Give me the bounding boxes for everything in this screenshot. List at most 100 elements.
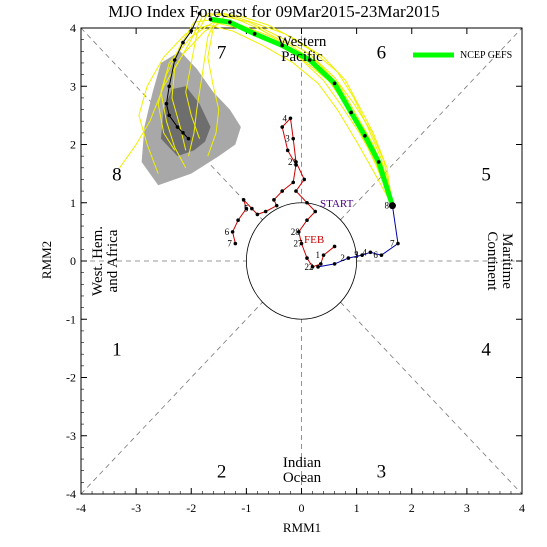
series-point-0 xyxy=(244,206,249,211)
ensemble-member-2 xyxy=(188,12,393,206)
series-point-3 xyxy=(175,125,180,129)
series-point-2 xyxy=(363,133,367,138)
series-point-3 xyxy=(164,101,169,106)
region-indian-ocean-line2: Ocean xyxy=(283,470,322,486)
series-point-2 xyxy=(208,17,213,22)
x-tick-label: 4 xyxy=(519,501,525,515)
y-tick-label: -3 xyxy=(66,429,76,443)
x-tick-label: 1 xyxy=(354,501,360,515)
series-point-0 xyxy=(291,180,296,185)
phase-label-2: 2 xyxy=(217,462,227,483)
region-westhem-line2: and Africa xyxy=(105,229,121,292)
series-point-0 xyxy=(280,189,285,193)
ensemble-member-3 xyxy=(138,24,393,206)
y-tick-label: -4 xyxy=(66,487,76,501)
ensemble-member-0 xyxy=(185,12,393,206)
day-label: 8 xyxy=(384,201,389,211)
phase-label-3: 3 xyxy=(377,462,387,483)
region-indian-ocean-line1: Indian xyxy=(283,455,322,471)
series-point-1 xyxy=(379,253,384,257)
y-tick-label: 0 xyxy=(70,254,76,268)
region-maritime-line2: Continent xyxy=(484,231,500,291)
series-point-0 xyxy=(274,203,279,208)
day-label: 2 xyxy=(340,253,345,263)
series-point-0 xyxy=(296,230,301,234)
series-point-1 xyxy=(368,250,373,255)
series-point-0 xyxy=(310,265,315,269)
ensemble-spread xyxy=(141,51,241,186)
series-point-0 xyxy=(321,253,326,257)
phase-label-7: 7 xyxy=(217,42,227,63)
text-labels: MJO Index Forecast for 09Mar2015-23Mar20… xyxy=(39,2,515,535)
diagonal-line-a0 xyxy=(80,301,263,495)
series-point-2 xyxy=(376,160,381,164)
series-point-2 xyxy=(332,81,337,86)
series-point-0 xyxy=(305,200,309,205)
start-marker: START xyxy=(320,198,354,210)
day-label: 7 xyxy=(227,239,232,249)
day-label: 1 xyxy=(316,250,321,260)
series-point-0 xyxy=(272,198,276,202)
x-tick-label: -4 xyxy=(76,501,86,515)
series-point-1 xyxy=(360,253,364,257)
series-point-2 xyxy=(252,32,257,36)
series-point-3 xyxy=(189,29,194,33)
series-point-0 xyxy=(236,218,240,223)
y-tick-label: 4 xyxy=(70,21,76,35)
series-line-0 xyxy=(232,117,335,268)
series-point-0 xyxy=(291,136,296,141)
y-tick-label: -1 xyxy=(66,312,76,326)
day-label: 27 xyxy=(294,239,304,249)
series-point-2 xyxy=(349,110,353,115)
day-label: 5 xyxy=(354,250,359,260)
phase-label-6: 6 xyxy=(377,42,387,63)
series-line-2 xyxy=(210,16,395,207)
series-point-0 xyxy=(288,116,293,121)
day-label: 3 xyxy=(285,134,290,144)
day-label: 28 xyxy=(291,227,301,237)
day-label: 6 xyxy=(225,227,230,237)
series-point-1 xyxy=(316,265,320,269)
region-western-pacific-line1: Western xyxy=(278,34,327,50)
series-point-0 xyxy=(294,189,298,193)
day-label: 21 xyxy=(288,157,297,167)
series-point-3 xyxy=(197,11,202,16)
day-label: 6 xyxy=(373,250,378,260)
day-label: 5 xyxy=(244,204,249,214)
chart-title: MJO Index Forecast for 09Mar2015-23Mar20… xyxy=(108,2,439,21)
series-point-0 xyxy=(294,163,298,167)
series-point-3 xyxy=(172,58,177,62)
series-point-1 xyxy=(332,262,337,266)
y-tick-label: 1 xyxy=(70,196,76,210)
series-point-3 xyxy=(167,113,171,118)
series-point-0 xyxy=(302,177,307,182)
series-point-0 xyxy=(305,218,309,223)
phase-label-4: 4 xyxy=(481,339,491,360)
series-point-0 xyxy=(305,256,309,260)
series-point-0 xyxy=(280,125,285,129)
diagonal-line-b1 xyxy=(340,301,523,495)
series-point-2 xyxy=(228,20,232,24)
series-point-0 xyxy=(332,244,337,249)
x-tick-label: -3 xyxy=(131,501,141,515)
y-axis-label: RMM2 xyxy=(39,241,54,279)
series-point-3 xyxy=(181,40,185,45)
series-point-1 xyxy=(346,256,351,260)
series-point-0 xyxy=(250,206,254,211)
phase-label-1: 1 xyxy=(112,339,122,360)
series-point-3 xyxy=(167,84,171,89)
region-western-pacific-line2: Pacific xyxy=(281,49,323,65)
y-tick-label: -2 xyxy=(66,371,76,385)
day-label: 4 xyxy=(362,247,367,257)
series-point-2 xyxy=(280,43,285,48)
x-tick-label: 3 xyxy=(464,501,470,515)
series-point-0 xyxy=(299,241,304,246)
series-point-0 xyxy=(285,148,290,153)
series-point-3 xyxy=(186,136,191,141)
x-tick-label: -1 xyxy=(241,501,251,515)
phase-label-8: 8 xyxy=(112,165,122,186)
day-label: 3 xyxy=(354,250,359,260)
